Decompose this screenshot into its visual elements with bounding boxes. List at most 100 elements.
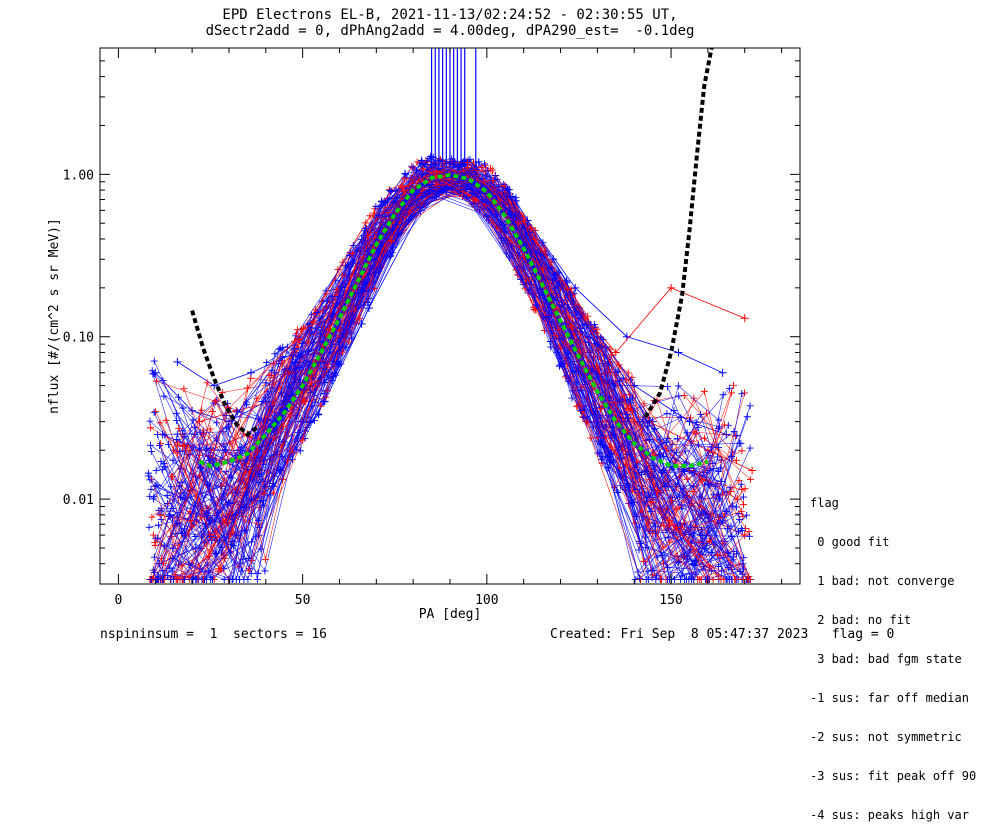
spin-point bbox=[156, 511, 164, 519]
spin-point bbox=[370, 256, 378, 264]
spin-point bbox=[564, 285, 572, 293]
spin-curve bbox=[161, 161, 748, 580]
spin-point bbox=[746, 475, 754, 483]
spin-point bbox=[388, 224, 396, 232]
spin-point bbox=[306, 419, 314, 427]
spin-point bbox=[739, 501, 747, 509]
spin-point bbox=[604, 463, 612, 471]
spin-point bbox=[635, 523, 643, 531]
spin-point bbox=[625, 391, 633, 399]
spin-point bbox=[151, 539, 159, 547]
spin-point bbox=[685, 575, 693, 583]
spin-point bbox=[334, 338, 342, 346]
spin-point bbox=[642, 544, 650, 552]
data-point bbox=[674, 348, 683, 357]
spin-point bbox=[701, 545, 709, 553]
spin-point bbox=[732, 456, 740, 464]
spin-point bbox=[178, 478, 186, 486]
spin-point bbox=[245, 566, 253, 574]
spin-curve bbox=[174, 180, 707, 580]
spin-point bbox=[519, 264, 527, 272]
spin-point bbox=[247, 374, 255, 382]
spin-point bbox=[361, 224, 369, 232]
spin-point bbox=[687, 414, 695, 422]
spin-point bbox=[471, 195, 479, 203]
fit-curve-black-1 bbox=[190, 309, 260, 438]
spin-curve bbox=[160, 158, 740, 580]
spin-point bbox=[339, 258, 347, 266]
spin-point bbox=[266, 491, 274, 499]
spin-point bbox=[644, 567, 652, 575]
spin-curve bbox=[173, 173, 718, 580]
spin-point bbox=[567, 323, 575, 331]
spin-point bbox=[178, 530, 186, 538]
spin-point bbox=[348, 250, 356, 258]
spin-point bbox=[533, 249, 541, 257]
spin-point bbox=[738, 447, 746, 455]
spin-point bbox=[609, 381, 617, 389]
spin-point bbox=[500, 220, 508, 228]
spin-point bbox=[489, 177, 497, 185]
spin-point bbox=[737, 480, 745, 488]
spin-point bbox=[364, 287, 372, 295]
spin-point bbox=[608, 351, 616, 359]
spin-point bbox=[168, 472, 176, 480]
spin-point bbox=[660, 452, 668, 460]
spin-point bbox=[146, 441, 154, 449]
spin-point bbox=[478, 163, 486, 171]
spin-point bbox=[282, 392, 290, 400]
spin-point bbox=[239, 512, 247, 520]
fit-curve-green bbox=[198, 173, 709, 469]
spin-point bbox=[233, 408, 241, 416]
chart-plot: 0 50 100 150 0.01 0.10 1.00 nflux [#/(cm^2 s s… bbox=[47, 47, 801, 622]
spin-point bbox=[255, 415, 263, 423]
spin-point bbox=[608, 428, 616, 436]
spin-point bbox=[745, 527, 753, 535]
spin-point bbox=[242, 488, 250, 496]
spin-point bbox=[206, 530, 214, 538]
spin-point bbox=[211, 397, 219, 405]
spin-point bbox=[746, 444, 754, 452]
spin-point bbox=[202, 509, 210, 517]
spin-point bbox=[626, 395, 634, 403]
spin-point bbox=[207, 575, 215, 583]
spin-point bbox=[698, 477, 706, 485]
spin-point bbox=[733, 431, 741, 439]
spin-point bbox=[386, 187, 394, 195]
spin-point bbox=[360, 301, 368, 309]
spin-point bbox=[664, 525, 672, 533]
spin-point bbox=[278, 452, 286, 460]
spin-point bbox=[691, 523, 699, 531]
spin-point bbox=[715, 443, 723, 451]
spin-point bbox=[238, 567, 246, 575]
spin-point bbox=[168, 567, 176, 575]
spin-point bbox=[509, 192, 517, 200]
spin-point bbox=[730, 381, 738, 389]
spin-point bbox=[545, 313, 553, 321]
spin-point bbox=[203, 445, 211, 453]
spin-point bbox=[169, 544, 177, 552]
footer-spin-info: nspininsum = 1 sectors = 16 bbox=[100, 627, 327, 642]
data-point bbox=[685, 417, 694, 426]
spin-point bbox=[678, 501, 686, 509]
overlaid-spin-curves bbox=[144, 153, 755, 583]
spin-point bbox=[583, 321, 591, 329]
spin-point bbox=[313, 309, 321, 317]
spin-point bbox=[301, 396, 309, 404]
spin-point bbox=[258, 398, 266, 406]
spin-point bbox=[176, 448, 184, 456]
spin-point bbox=[339, 348, 347, 356]
spin-curve bbox=[162, 173, 706, 549]
spin-point bbox=[731, 575, 739, 583]
spin-point bbox=[160, 392, 168, 400]
spin-point bbox=[257, 545, 265, 553]
spin-point bbox=[642, 575, 650, 583]
footer-created-info: Created: Fri Sep 8 05:47:37 2023 flag = … bbox=[550, 627, 895, 642]
spin-point bbox=[196, 428, 204, 436]
y-axis-label: nflux [#/(cm^2 s sr MeV)] bbox=[47, 218, 62, 414]
spin-point bbox=[425, 187, 433, 195]
spin-point bbox=[186, 517, 194, 525]
spin-point bbox=[227, 474, 235, 482]
spin-point bbox=[690, 394, 698, 402]
spin-point bbox=[360, 278, 368, 286]
